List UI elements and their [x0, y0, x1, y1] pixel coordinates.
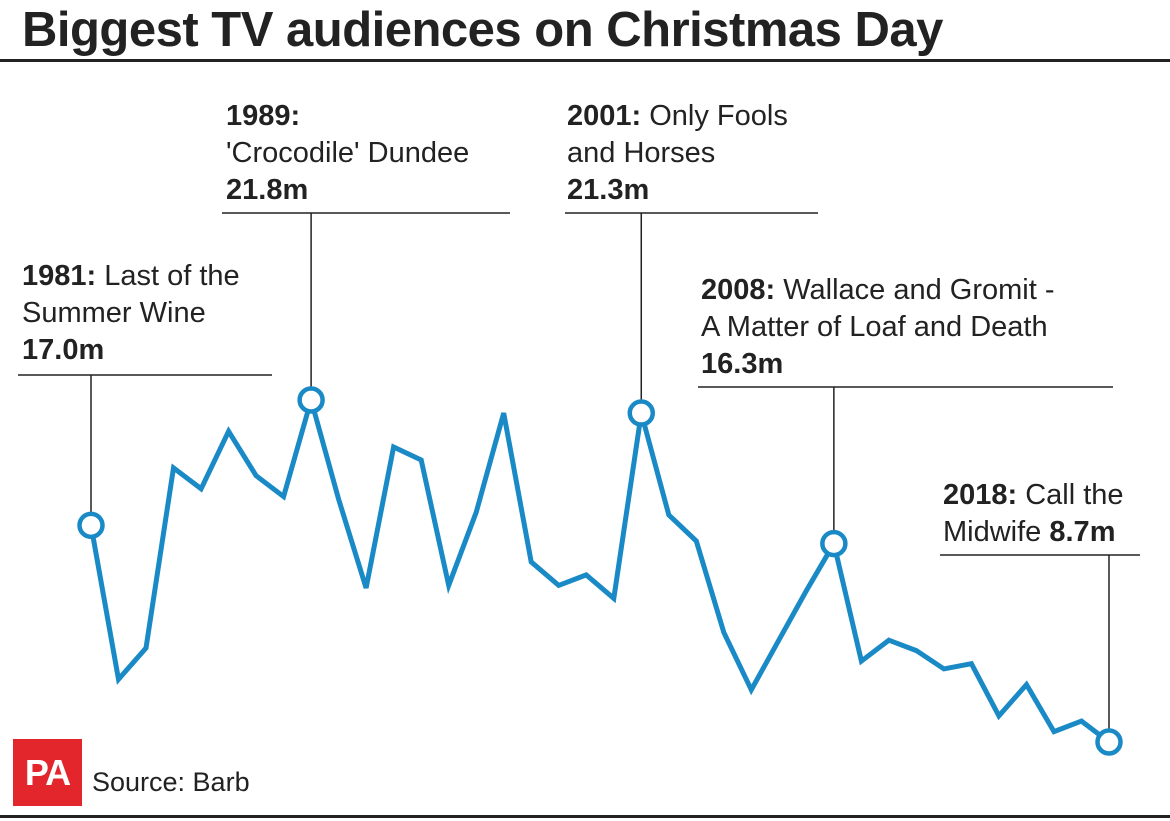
annotation-year: 2018: [943, 479, 1018, 511]
annotation-text: Midwife [943, 516, 1042, 548]
annotation-year: 2001: [567, 100, 642, 132]
annotation-year: 2008: [701, 274, 776, 306]
highlight-marker [1095, 728, 1123, 756]
pa-logo: PA [13, 739, 82, 806]
annotation-value: 21.8m [226, 174, 309, 206]
annotation-text: Only Fools [649, 100, 788, 132]
chart-title: Biggest TV audiences on Christmas Day [22, 3, 943, 57]
annotation-text: and Horses [567, 137, 716, 169]
annotation-text: Last of the [104, 260, 240, 292]
annotation-text: A Matter of Loaf and Death [701, 311, 1048, 343]
annotation-value: 21.3m [567, 174, 650, 206]
annotation-text: Call the [1025, 479, 1124, 511]
annotation-value: 16.3m [701, 348, 784, 380]
highlight-marker [297, 386, 325, 414]
annotation-year: 1981: [22, 260, 97, 292]
highlight-marker [77, 511, 105, 540]
highlight-marker [627, 399, 656, 427]
annotation-text: Wallace and Gromit - [783, 274, 1055, 306]
annotation-1981: 1981: Last of the Summer Wine 17.0m [22, 258, 240, 369]
annotation-text: Summer Wine [22, 297, 206, 329]
bottom-divider [0, 815, 1170, 818]
annotation-2001: 2001: Only Fools and Horses 21.3m [567, 98, 788, 209]
annotation-1989: 1989: 'Crocodile' Dundee 21.8m [226, 98, 469, 209]
annotation-year: 1989: [226, 100, 301, 132]
source-note: Source: Barb [92, 767, 250, 797]
annotation-text: 'Crocodile' Dundee [226, 137, 470, 169]
highlight-marker [820, 529, 848, 558]
annotation-2018: 2018: Call the Midwife 8.7m [943, 477, 1124, 551]
annotation-value: 17.0m [22, 334, 105, 366]
annotation-value: 8.7m [1049, 516, 1116, 548]
series-line [88, 390, 1111, 744]
annotation-2008: 2008: Wallace and Gromit - A Matter of L… [701, 272, 1055, 383]
title-divider [0, 59, 1170, 62]
